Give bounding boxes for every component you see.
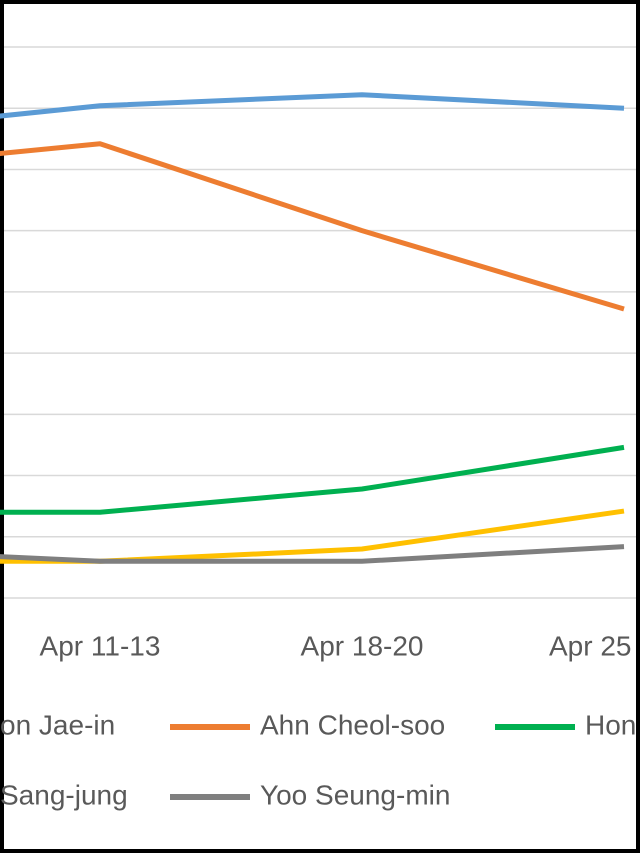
legend-label: on Jae-in — [0, 709, 115, 740]
legend-label: Ahn Cheol-soo — [260, 709, 445, 740]
legend-label: Yoo Seung-min — [260, 779, 450, 810]
series-line — [0, 508, 625, 564]
series-line — [0, 141, 625, 312]
series-line — [0, 444, 625, 515]
legend-label: Sang-jung — [0, 779, 128, 810]
x-tick-label: Apr 11-13 — [40, 630, 161, 661]
series-line — [0, 544, 625, 564]
x-tick-label: Apr 18-20 — [301, 630, 424, 661]
legend-label: Hon — [585, 709, 636, 740]
x-tick-label: Apr 25 — [549, 630, 632, 661]
series-line — [0, 92, 625, 119]
